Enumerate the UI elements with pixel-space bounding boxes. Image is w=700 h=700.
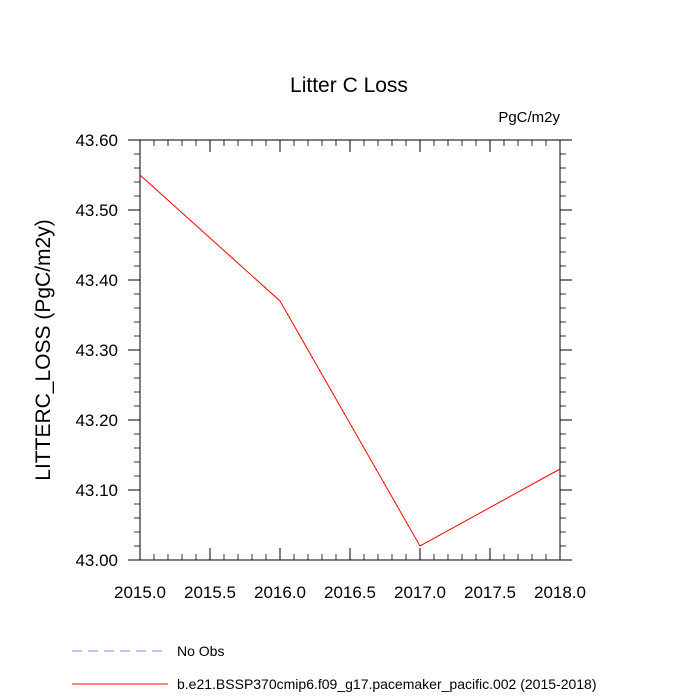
y-tick-label: 43.10 [75, 481, 118, 500]
x-tick-label: 2017.0 [394, 583, 446, 602]
legend: No Obs b.e21.BSSP370cmip6.f09_g17.pacemak… [72, 643, 597, 692]
y-tick-label: 43.60 [75, 131, 118, 150]
series-line [139, 174, 561, 547]
x-tick-label: 2016.0 [254, 583, 306, 602]
axis-ticks: 2015.0 2015.5 2016.0 2016.5 2017.0 2017.5 2018… [75, 131, 586, 602]
chart-title: Litter C Loss [290, 74, 408, 97]
x-tick-label: 2015.5 [184, 583, 236, 602]
legend-label: b.e21.BSSP370cmip6.f09_g17.pacemaker_pac… [177, 676, 597, 692]
units-label: PgC/m2y [498, 109, 560, 126]
y-tick-label: 43.00 [75, 551, 118, 570]
y-tick-label: 43.20 [75, 411, 118, 430]
x-tick-label: 2016.5 [324, 583, 376, 602]
y-tick-label: 43.30 [75, 341, 118, 360]
y-tick-label: 43.40 [75, 271, 118, 290]
x-tick-label: 2018.0 [534, 583, 586, 602]
y-axis-label: LITTERC_LOSS (PgC/m2y) [32, 219, 55, 480]
x-tick-label: 2017.5 [464, 583, 516, 602]
plot-frame [139, 139, 561, 561]
chart-marks [139, 174, 561, 547]
y-tick-label: 43.50 [75, 201, 118, 220]
legend-label: No Obs [177, 643, 224, 659]
x-tick-label: 2015.0 [114, 583, 166, 602]
